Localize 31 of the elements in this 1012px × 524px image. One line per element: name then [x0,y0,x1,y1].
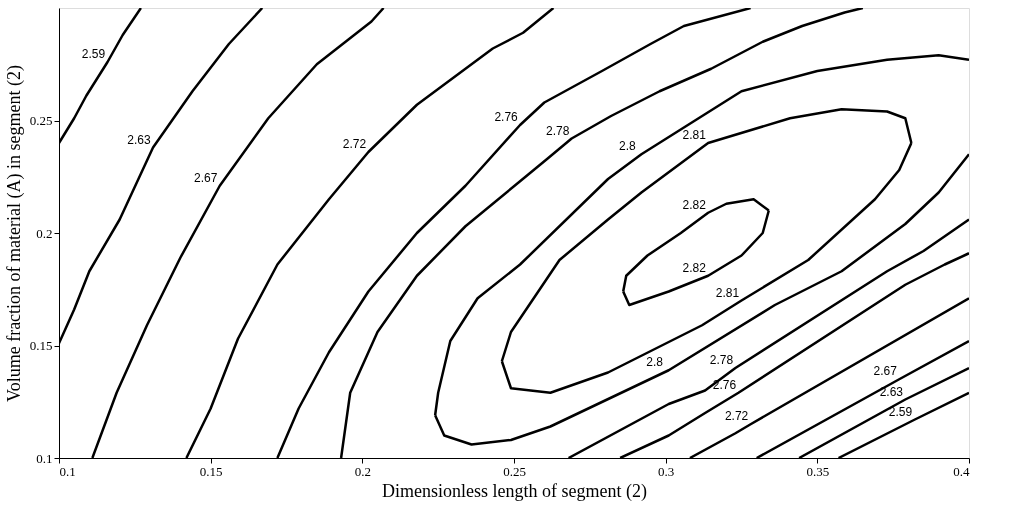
series-label: 2.81 [682,128,707,142]
y-tick-label: 0.25 [29,113,53,128]
series-label: 2.72 [342,137,367,151]
series-label: 2.76 [494,110,519,124]
series-label: 2.63 [879,384,904,399]
y-axis-title: Volume fraction of material (A) in segment (2) [3,64,25,403]
series-label: 2.72 [724,409,749,424]
series-label: 2.81 [715,285,740,300]
series-label: 2.63 [127,132,152,147]
series-label: 2.59 [888,404,913,419]
x-tick-label: 0.35 [806,463,830,479]
x-tick-label: 0.3 [658,463,675,479]
y-tick-label: 0.2 [36,225,53,241]
x-tick-label: 0.25 [503,463,526,479]
x-tick-label: 0.4 [953,463,970,479]
series-label: 2.67 [194,170,218,185]
series-label: 2.8 [619,139,637,154]
series-label: 2.59 [81,47,106,61]
series-label: 2.82 [682,260,707,275]
y-tick-label: 0.1 [36,450,53,466]
x-tick-label: 0.15 [199,463,223,479]
series-label: 2.76 [712,377,737,392]
series-label: 2.67 [873,364,898,379]
series-label: 2.78 [545,123,570,138]
x-tick-label: 0.2 [354,463,371,479]
series-label: 2.78 [709,353,734,367]
y-tick-label: 0.15 [29,338,53,353]
series-label: 2.8 [646,355,664,370]
x-axis-title: Dimensionless length of segment (2) [382,480,647,502]
x-tick-label: 0.1 [59,463,76,479]
series-label: 2.82 [682,197,707,212]
